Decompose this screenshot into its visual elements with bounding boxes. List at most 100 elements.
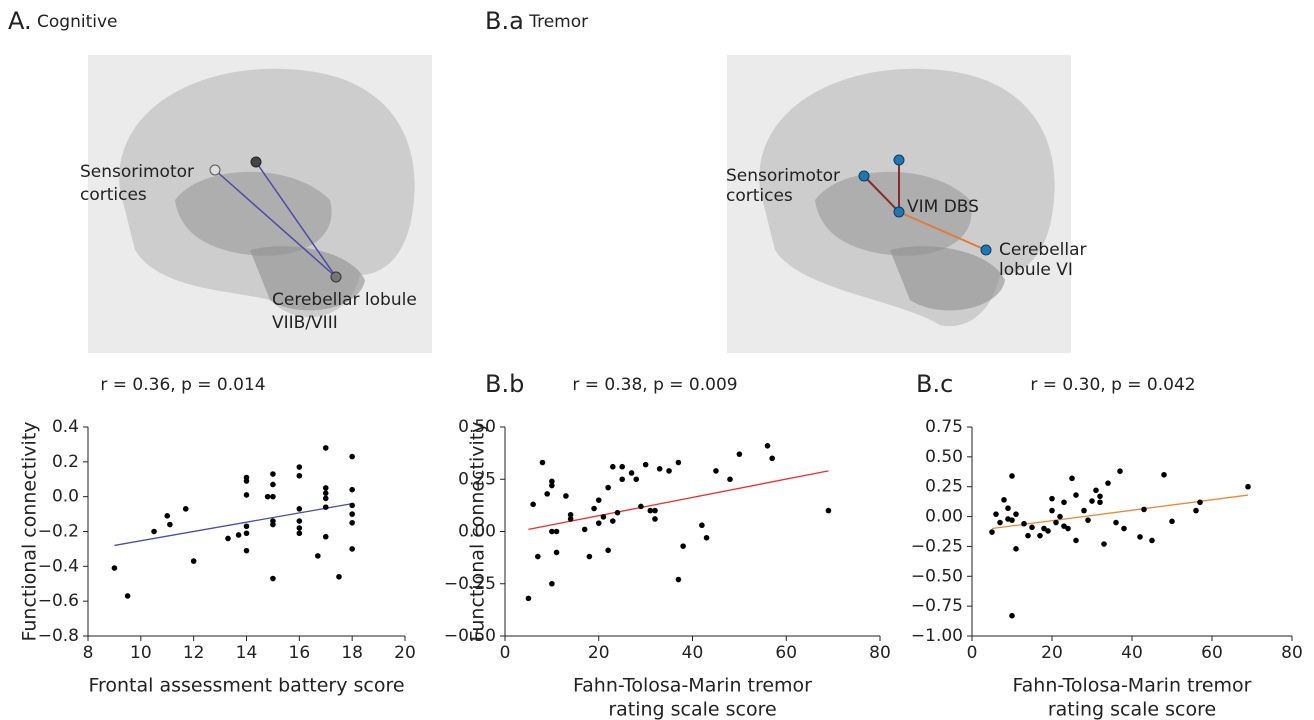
point xyxy=(549,580,555,587)
point xyxy=(993,511,999,517)
point xyxy=(539,459,546,466)
x-tick-label: 40 xyxy=(1121,643,1143,663)
point xyxy=(997,519,1003,526)
x-tick-label: 16 xyxy=(289,643,311,663)
point xyxy=(553,549,560,556)
point xyxy=(1105,480,1111,486)
panel-title: Cognitive xyxy=(37,12,117,32)
point xyxy=(264,493,271,500)
point xyxy=(1085,517,1091,523)
y-tick-label: 0.4 xyxy=(52,417,79,437)
x-tick-label: 10 xyxy=(130,643,152,663)
y-tick-label: −0.75 xyxy=(911,596,963,616)
x-axis-title: Fahn-Tolosa-Marin tremor xyxy=(573,675,812,697)
point xyxy=(270,471,276,477)
point xyxy=(1149,537,1155,544)
point xyxy=(600,514,607,520)
point xyxy=(591,505,597,512)
panel-letter: B.a xyxy=(485,7,524,35)
point xyxy=(1045,528,1051,534)
x-axis-title: rating scale score xyxy=(1048,699,1216,720)
x-tick-label: 0 xyxy=(500,643,511,663)
point xyxy=(322,485,329,491)
point xyxy=(628,470,635,476)
brain-label: cortices xyxy=(726,186,793,206)
point xyxy=(167,521,173,528)
panel-title: Tremor xyxy=(528,12,588,32)
point xyxy=(1013,546,1019,552)
panel-label: A. Cognitive xyxy=(8,7,118,35)
panel-letter: A. xyxy=(8,7,32,35)
point xyxy=(349,511,355,517)
point xyxy=(1049,495,1055,502)
point xyxy=(1097,493,1103,500)
point xyxy=(595,520,602,526)
point xyxy=(270,493,276,500)
point xyxy=(1089,498,1095,504)
point xyxy=(1193,507,1199,514)
point xyxy=(535,553,541,560)
point xyxy=(322,495,329,502)
point xyxy=(605,484,611,491)
point xyxy=(270,481,276,488)
y-tick-label: 0.0 xyxy=(52,487,79,507)
point xyxy=(124,593,131,599)
y-tick-label: 0.00 xyxy=(925,507,963,527)
point xyxy=(1053,519,1059,526)
trend-line xyxy=(991,494,1249,530)
point xyxy=(243,523,250,530)
point xyxy=(296,464,303,470)
point xyxy=(315,553,321,559)
y-tick-label: 0.2 xyxy=(52,452,79,472)
point xyxy=(322,533,329,540)
point xyxy=(111,565,118,571)
x-axis-title: Frontal assessment battery score xyxy=(88,675,404,697)
point xyxy=(1161,471,1167,478)
x-tick-label: 18 xyxy=(341,643,363,663)
point xyxy=(1197,499,1203,506)
brain-label: lobule VI xyxy=(999,260,1073,280)
point xyxy=(727,476,733,483)
point xyxy=(605,547,611,554)
point xyxy=(1001,497,1007,503)
point xyxy=(549,478,555,485)
point xyxy=(225,535,231,542)
x-tick-label: 20 xyxy=(588,643,610,663)
y-tick-label: 0.50 xyxy=(925,447,963,467)
point xyxy=(164,513,171,519)
point xyxy=(652,507,658,514)
y-tick-label: −1.00 xyxy=(911,626,963,646)
point xyxy=(270,575,276,582)
y-tick-label: −0.4 xyxy=(38,556,79,576)
point xyxy=(243,478,250,484)
x-tick-label: 60 xyxy=(1201,643,1223,663)
point xyxy=(530,501,536,508)
point xyxy=(243,547,250,554)
point xyxy=(1169,518,1175,525)
point xyxy=(764,443,771,449)
point xyxy=(349,453,355,460)
x-tick-label: 14 xyxy=(236,643,258,663)
point xyxy=(567,516,574,522)
point xyxy=(614,509,621,516)
point xyxy=(322,445,329,451)
point xyxy=(243,492,250,498)
point xyxy=(544,491,550,497)
point xyxy=(619,476,625,483)
x-axis-title: Fahn-Tolosa-Marin tremor xyxy=(1012,675,1251,697)
point xyxy=(296,506,303,512)
point xyxy=(336,573,342,580)
y-tick-label: 0.00 xyxy=(458,522,496,542)
point xyxy=(1113,519,1119,526)
point xyxy=(1049,507,1055,514)
point xyxy=(296,472,303,479)
point xyxy=(769,455,775,462)
point xyxy=(349,519,355,526)
point xyxy=(1097,499,1103,506)
y-tick-label: −0.50 xyxy=(444,626,496,646)
panel-label: B.b xyxy=(485,370,524,398)
y-tick-label: −0.6 xyxy=(38,591,79,611)
brain-label: cortices xyxy=(80,185,147,205)
point xyxy=(1117,468,1123,474)
